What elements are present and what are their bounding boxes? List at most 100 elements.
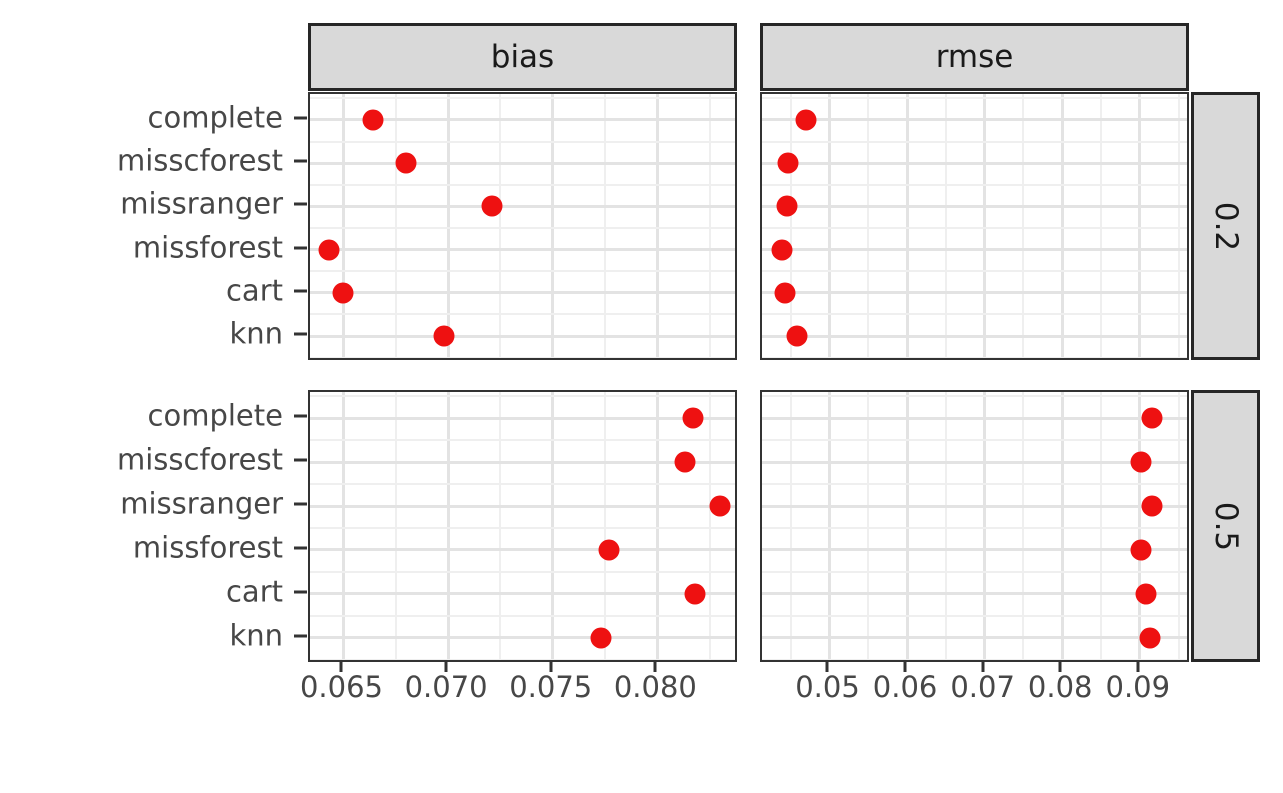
- y-tick-knn: [294, 332, 307, 336]
- data-point-rmse-0.2-misscforest: [777, 152, 799, 174]
- grid-minor-h: [310, 227, 735, 229]
- y-tick-missranger: [294, 202, 307, 206]
- grid-minor-v: [1022, 94, 1025, 358]
- facet-strip-bias: bias: [308, 23, 737, 91]
- panel-bias-0.5: [308, 390, 737, 662]
- grid-minor-h: [310, 97, 735, 100]
- grid-major-h: [310, 334, 735, 338]
- y-tick-missforest: [294, 546, 307, 550]
- grid-minor-v: [789, 94, 792, 358]
- data-point-rmse-0.2-complete: [795, 109, 817, 131]
- data-point-bias-0.5-knn: [590, 627, 612, 649]
- y-axis-label-misscforest: misscforest: [116, 143, 283, 178]
- grid-major-v: [983, 94, 987, 358]
- y-axis-label-complete: complete: [147, 100, 283, 135]
- grid-major-v: [1060, 94, 1064, 358]
- grid-major-v: [341, 94, 345, 358]
- grid-minor-v: [499, 94, 502, 358]
- grid-minor-h: [762, 570, 1187, 573]
- grid-major-h: [310, 248, 735, 252]
- data-point-rmse-0.5-missforest: [1130, 539, 1152, 561]
- data-point-rmse-0.2-cart: [774, 282, 796, 304]
- grid-major-h: [310, 118, 735, 122]
- x-tick-label-rmse: 0.09: [1105, 670, 1171, 704]
- grid-minor-h: [762, 356, 1187, 358]
- y-tick-complete: [294, 414, 307, 418]
- grid-major-v: [655, 392, 659, 660]
- y-tick-knn: [294, 634, 307, 638]
- x-tick-bias: [653, 662, 657, 672]
- grid-minor-v: [499, 392, 502, 660]
- y-axis-label-missranger: missranger: [120, 186, 283, 221]
- x-tick-label-rmse: 0.05: [795, 670, 860, 704]
- row-strip-label-0.2: 0.2: [1208, 201, 1244, 251]
- grid-major-v: [983, 392, 987, 660]
- grid-minor-h: [762, 527, 1187, 529]
- grid-minor-v: [604, 392, 607, 660]
- grid-major-v: [341, 392, 345, 660]
- data-point-rmse-0.5-cart: [1135, 583, 1157, 605]
- grid-minor-h: [310, 313, 735, 316]
- grid-minor-h: [762, 658, 1187, 660]
- grid-major-h: [762, 334, 1187, 338]
- grid-major-h: [310, 504, 735, 508]
- grid-minor-v: [708, 94, 711, 358]
- x-tick-rmse: [825, 662, 829, 672]
- grid-minor-h: [762, 140, 1187, 143]
- grid-major-v: [905, 392, 909, 660]
- grid-major-v: [827, 392, 831, 660]
- panel-rmse-0.2: [760, 92, 1189, 360]
- x-tick-rmse: [903, 662, 907, 672]
- grid-major-h: [310, 204, 735, 208]
- grid-minor-h: [762, 227, 1187, 229]
- data-point-bias-0.2-complete: [362, 109, 384, 131]
- data-point-rmse-0.5-missranger: [1141, 495, 1163, 517]
- data-point-bias-0.2-knn: [433, 325, 455, 347]
- y-axis-label-cart: cart: [225, 273, 283, 308]
- data-point-bias-0.5-missforest: [598, 539, 620, 561]
- grid-minor-h: [310, 356, 735, 358]
- y-tick-cart: [294, 590, 307, 594]
- grid-minor-v: [394, 94, 397, 358]
- row-strip-0.5: 0.5: [1191, 390, 1260, 662]
- grid-minor-v: [867, 392, 870, 660]
- data-point-rmse-0.5-knn: [1139, 627, 1161, 649]
- grid-major-h: [310, 548, 735, 552]
- data-point-bias-0.2-missforest: [318, 239, 340, 261]
- grid-minor-h: [762, 183, 1187, 186]
- grid-major-h: [762, 248, 1187, 252]
- grid-major-h: [762, 460, 1187, 464]
- y-axis-label-missforest: missforest: [132, 230, 283, 265]
- grid-major-v: [1060, 392, 1064, 660]
- grid-minor-v: [789, 392, 792, 660]
- facet-strip-label-bias: bias: [490, 38, 555, 75]
- data-point-rmse-0.2-missranger: [776, 195, 798, 217]
- grid-major-h: [762, 416, 1187, 420]
- x-tick-label-bias: 0.065: [299, 670, 383, 704]
- grid-minor-v: [944, 392, 947, 660]
- grid-minor-v: [1022, 392, 1025, 660]
- x-tick-bias: [444, 662, 448, 672]
- y-tick-misscforest: [294, 159, 307, 163]
- grid-minor-h: [310, 140, 735, 143]
- grid-minor-h: [310, 395, 735, 398]
- grid-minor-v: [708, 392, 711, 660]
- y-axis-label-missranger: missranger: [120, 486, 283, 521]
- panel-bias-0.2: [308, 92, 737, 360]
- y-axis-label-complete: complete: [147, 398, 283, 433]
- grid-major-v: [827, 94, 831, 358]
- grid-minor-v: [394, 392, 397, 660]
- grid-minor-h: [310, 183, 735, 186]
- x-tick-rmse: [981, 662, 985, 672]
- grid-major-v: [905, 94, 909, 358]
- y-tick-misscforest: [294, 458, 307, 462]
- facet-strip-label-rmse: rmse: [935, 38, 1014, 75]
- data-point-bias-0.2-cart: [332, 282, 354, 304]
- y-tick-missforest: [294, 246, 307, 250]
- y-axis-label-missforest: missforest: [132, 530, 283, 565]
- grid-major-h: [310, 592, 735, 596]
- grid-major-h: [762, 636, 1187, 640]
- data-point-rmse-0.5-complete: [1141, 407, 1163, 429]
- y-tick-complete: [294, 116, 307, 120]
